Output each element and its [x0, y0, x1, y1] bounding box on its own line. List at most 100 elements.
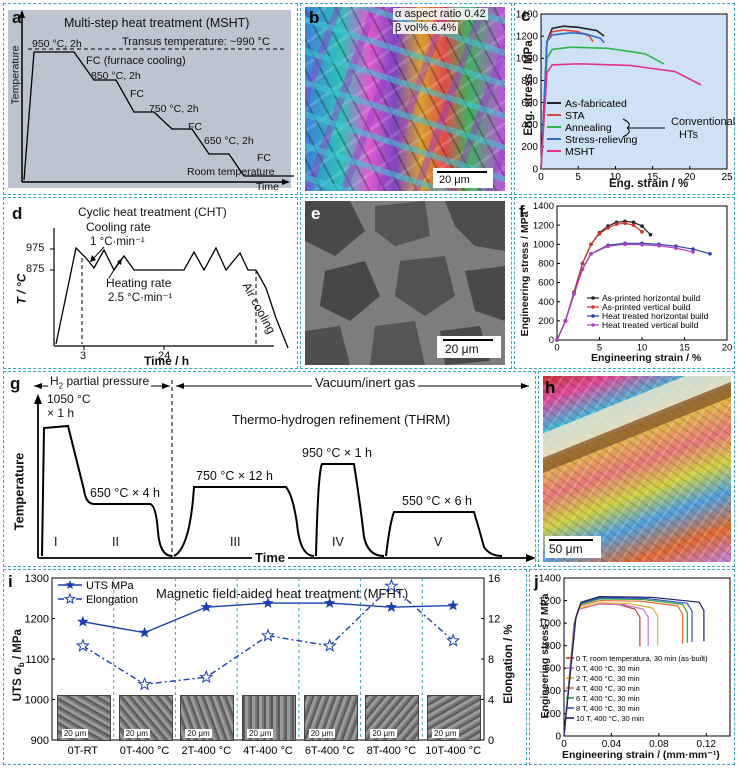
data-point: [657, 243, 661, 248]
data-point: [708, 252, 712, 256]
data-point: [589, 242, 593, 247]
stage-1: I: [54, 535, 58, 549]
y-tick-label: 0: [555, 731, 561, 742]
x-tick-label: 10: [637, 343, 648, 354]
series-line-stress-relieving: [540, 32, 605, 170]
x-tick-label: 15: [647, 172, 659, 183]
scale-bar-e-text: 20 μm: [445, 342, 479, 356]
legend-marker: [591, 305, 595, 309]
data-point: [563, 319, 568, 323]
micrograph-scale: 20 μm: [61, 729, 89, 738]
elongation-point: [199, 669, 214, 684]
data-point: [606, 226, 610, 230]
heating-rate-label: Heating rate: [106, 276, 172, 290]
tick-875: 875: [26, 263, 45, 275]
data-point: [691, 247, 695, 251]
elongation-point: [384, 578, 399, 593]
x-tick-label: 10: [610, 172, 622, 183]
y-tick-label: 1400: [533, 201, 554, 212]
y-tick-label-left: 1100: [25, 654, 49, 666]
transus-label: Transus temperature: ~990 °C: [122, 36, 270, 48]
y-tick-label-left: 1000: [25, 695, 49, 707]
legend-label: 2 T, 400 °C, 30 min: [576, 674, 640, 683]
x-tick-label: 0.12: [697, 739, 717, 750]
legend-label-elong: Elongation: [86, 594, 138, 606]
elongation-point: [137, 676, 152, 691]
micrograph-thumb: 20 μm: [303, 695, 358, 741]
scale-bar-h: 50 μm: [545, 536, 601, 558]
elongation-point: [446, 633, 461, 647]
x-tick-label: 0.08: [649, 739, 669, 750]
y-tick-label: 0: [532, 164, 538, 175]
y-tick-label: 1000: [516, 54, 539, 65]
y-tick-label: 1200: [539, 596, 562, 607]
uts-label-sub: b: [17, 662, 27, 668]
h2-label-rest: partial pressure: [63, 374, 150, 388]
y-tick-label-right: 16: [488, 573, 500, 585]
data-point: [640, 230, 644, 234]
data-point: [589, 252, 593, 256]
sem-grains: [305, 201, 505, 365]
micrograph-thumb: 20 μm: [118, 695, 173, 741]
micrograph-thumb: 20 μm: [180, 695, 235, 741]
x-tick-label: 5: [575, 172, 581, 183]
legend-marker: [591, 314, 595, 318]
y-tick-label: 800: [521, 76, 538, 87]
legend-label: As-printed vertical build: [602, 302, 691, 312]
y-tick-label: 1200: [516, 31, 539, 42]
step-750: 750 °C × 12 h: [196, 469, 273, 483]
panel-g: g H2 partial pressure Vacuum/inert gas T…: [3, 371, 536, 567]
data-point: [580, 267, 585, 271]
vacuum-label: Vacuum/inert gas: [312, 375, 419, 390]
uts-point: [324, 597, 336, 608]
y-tick-label: 1400: [539, 573, 562, 584]
y-tick-label-right: 0: [488, 735, 494, 747]
data-point: [580, 261, 585, 266]
chart-j: 0 0.04 0.08 0.12 0 200 400 600 800 1000 1200 1400 0 …: [539, 573, 731, 750]
step-650: 650 °C × 4 h: [90, 486, 160, 500]
tick-975: 975: [26, 242, 45, 254]
cooling-rate-label: Cooling rate: [86, 220, 151, 234]
data-point: [631, 220, 636, 225]
chart-i-ylabel-left: UTS σb / MPa: [12, 610, 26, 720]
step-950: 950 °C, 2h: [32, 38, 82, 50]
step-650: 650 °C, 2h: [204, 135, 254, 147]
uts-point: [77, 615, 89, 627]
legend-bracket: [622, 118, 630, 138]
time-axis-label: Time: [256, 181, 279, 193]
x-category-label: 4T-400 °C: [243, 745, 293, 757]
chart-g-ylabel: Temperature: [11, 452, 27, 531]
micrograph-thumb: 20 μm: [242, 695, 296, 741]
step-750: 750 °C, 2h: [149, 103, 199, 115]
y-tick-label-right: 8: [488, 654, 494, 666]
y-tick-label: 1000: [533, 239, 554, 250]
legend-label: Annealing: [565, 122, 612, 134]
y-tick-label: 200: [538, 316, 554, 327]
y-tick-label: 1000: [539, 618, 562, 629]
x-tick-label: 20: [722, 343, 733, 354]
panel-e: e 20 μm: [300, 197, 512, 369]
chart-c-xlabel: Eng. strain / %: [609, 178, 689, 190]
legend-label-uts: UTS MPa: [86, 580, 135, 592]
panel-c: 0 5 10 15 20 25 0 200 400 600 800 1000 1200 1400 As-fa…: [514, 3, 735, 195]
y-tick-label: 1200: [533, 220, 554, 231]
panel-h: h 50 μm: [538, 371, 735, 567]
micrograph-scale: 20 μm: [247, 729, 274, 738]
data-point: [555, 338, 559, 342]
y-tick-label: 600: [521, 98, 538, 109]
panel-f: 0 5 10 15 20 0 200 400 600 800 1000 1200 1400 As-prin…: [514, 197, 735, 369]
panel-b-label: b: [309, 8, 320, 27]
legend-group-label: Conventional: [671, 116, 736, 128]
panel-e-label: e: [311, 204, 321, 223]
y-tick-label-left: 900: [31, 735, 49, 747]
panel-j-label: j: [534, 572, 539, 591]
panel-d: d Cyclic heat treatment (CHT) Cooling ra…: [3, 197, 298, 369]
step-550: 550 °C × 6 h: [402, 494, 472, 508]
legend-marker: [591, 296, 595, 300]
panel-b: b α aspect ratio 0.42 β vol% 6.4% 20 μm: [300, 3, 512, 195]
x-tick-label: 5: [597, 343, 602, 354]
chart-c: 0 5 10 15 20 25 0 200 400 600 800 1000 1200 1400 As-fa…: [516, 9, 733, 183]
legend-label: As-fabricated: [565, 98, 627, 110]
room-temperature-label: Room temperature: [187, 166, 275, 178]
scale-bar-h-text: 50 μm: [549, 542, 583, 556]
